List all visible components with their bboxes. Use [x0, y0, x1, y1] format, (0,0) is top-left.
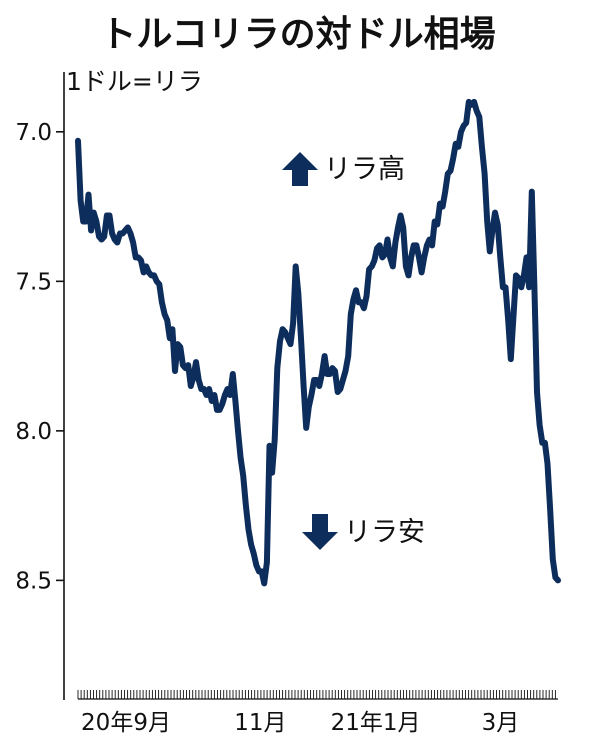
x-axis-ruler — [77, 690, 558, 700]
series-line — [75, 98, 561, 587]
y-tick-label: 8.0 — [15, 419, 52, 445]
x-tick-label: 21年1月 — [331, 710, 421, 736]
y-ticks: 7.0 7.5 8.0 8.5 — [15, 120, 64, 594]
arrow-down-icon — [302, 514, 338, 550]
y-tick-label: 7.5 — [15, 269, 52, 295]
annotation-up-label: リラ高 — [324, 154, 405, 185]
y-tick-label: 7.0 — [15, 120, 52, 146]
annotation-up: リラ高 — [282, 152, 405, 186]
x-tick-label: 11月 — [234, 710, 286, 736]
y-tick-label: 8.5 — [15, 568, 52, 594]
x-tick-label: 20年9月 — [81, 710, 171, 736]
annotation-down-label: リラ安 — [344, 517, 425, 548]
arrow-up-icon — [282, 152, 318, 186]
x-labels: 20年9月 11月 21年1月 3月 — [81, 710, 519, 736]
chart-title: トルコリラの対ドル相場 — [100, 14, 495, 55]
x-tick-label: 3月 — [482, 710, 520, 736]
unit-label: 1ドル=リラ — [66, 67, 203, 96]
annotation-down: リラ安 — [302, 514, 425, 550]
